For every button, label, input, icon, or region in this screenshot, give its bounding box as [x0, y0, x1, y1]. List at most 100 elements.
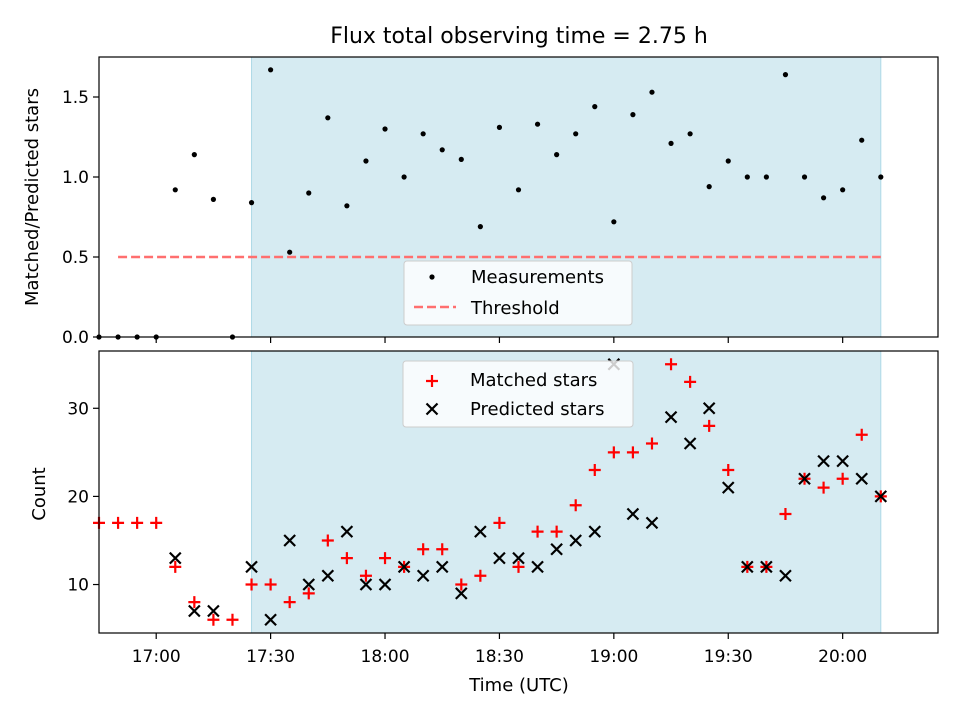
matched-star-marker — [588, 463, 601, 476]
measurement-point — [515, 187, 522, 193]
measurement-point — [191, 152, 197, 158]
matched-star-marker — [817, 481, 830, 494]
measurement-point — [248, 200, 255, 206]
x-axis-label: Time (UTC) — [468, 675, 569, 696]
measurement-point — [496, 124, 503, 130]
predicted-star-marker — [435, 560, 449, 574]
bottom-ytick-label: 10 — [67, 576, 89, 596]
bottom-ylabel: Count — [29, 467, 50, 520]
legend-matched-label: Matched stars — [470, 370, 597, 391]
predicted-star-marker — [188, 604, 201, 618]
predicted-star-marker — [664, 410, 678, 424]
matched-star-marker — [836, 472, 849, 485]
predicted-star-marker — [798, 472, 811, 486]
measurement-point — [477, 224, 483, 230]
measurement-point — [344, 203, 350, 209]
matched-star-marker — [188, 596, 201, 609]
predicted-star-marker — [321, 569, 335, 582]
top-ylabel: Matched/Predicted stars — [22, 88, 43, 306]
matched-star-marker — [550, 525, 563, 538]
bottom-legend: Matched stars Predicted stars — [402, 360, 634, 428]
matched-star-marker — [359, 569, 372, 582]
matched-star-marker — [722, 463, 735, 476]
top-ytick-label: 1.5 — [62, 88, 89, 108]
top-legend: Measurements Threshold — [403, 260, 633, 326]
predicted-star-marker — [245, 560, 258, 574]
matched-star-marker — [112, 516, 125, 529]
matched-star-marker — [607, 446, 620, 459]
measurement-point — [763, 174, 769, 180]
top-ytick-label: 0.5 — [62, 248, 89, 268]
matched-star-marker — [169, 560, 182, 573]
matched-star-marker — [417, 543, 430, 556]
predicted-star-marker — [569, 534, 582, 547]
legend-matched-marker — [426, 375, 438, 387]
predicted-star-marker — [741, 560, 754, 574]
predicted-star-marker — [378, 578, 392, 591]
top-ytick-label: 1.0 — [62, 168, 89, 188]
measurement-point — [573, 131, 579, 137]
bottom-ytick-label: 20 — [67, 487, 89, 507]
predicted-star-marker — [340, 525, 354, 538]
matched-star-marker — [245, 578, 258, 591]
top-axes-frame — [98, 56, 939, 338]
measurement-point — [611, 219, 617, 225]
bottom-ytick-label: 30 — [67, 399, 89, 419]
predicted-star-marker — [855, 472, 869, 486]
matched-star-marker — [569, 499, 582, 512]
matched-star-marker — [207, 613, 220, 626]
matched-star-marker — [474, 569, 487, 582]
measurement-point — [649, 89, 655, 95]
measurement-point — [725, 158, 731, 164]
matched-star-marker — [379, 552, 392, 565]
matched-star-marker — [645, 437, 658, 450]
matched-star-marker — [340, 552, 353, 565]
predicted-star-marker — [359, 578, 373, 591]
predicted-star-marker — [531, 560, 544, 574]
measurement-point — [820, 195, 827, 201]
measurement-point — [363, 158, 369, 164]
chart-title: Flux total observing time = 2.75 h — [330, 24, 708, 49]
predicted-star-marker — [474, 525, 487, 538]
predicted-star-marker — [493, 551, 506, 565]
predicted-star-marker — [302, 578, 316, 591]
matched-star-marker — [684, 375, 697, 388]
predicted-star-marker — [264, 613, 277, 627]
legend-predicted-label: Predicted stars — [470, 399, 604, 420]
predicted-star-marker — [416, 569, 430, 582]
measurement-point — [782, 72, 789, 78]
measurement-point — [420, 131, 426, 137]
bottom-legend-box — [402, 360, 634, 428]
measurement-point — [172, 187, 178, 193]
matched-star-marker — [436, 543, 449, 556]
measurement-point — [687, 131, 693, 137]
predicted-star-marker — [702, 402, 716, 415]
xtick-label: 17:00 — [132, 647, 181, 667]
measurement-point — [592, 104, 598, 110]
measurement-point — [401, 174, 407, 180]
measurement-point — [878, 174, 884, 180]
matched-star-marker — [283, 596, 296, 609]
predicted-star-marker — [207, 604, 220, 618]
measurement-point — [859, 137, 865, 143]
matched-star-marker — [321, 534, 334, 547]
predicted-star-marker — [397, 560, 411, 574]
legend-predicted-marker — [425, 402, 439, 416]
matched-star-marker — [779, 508, 792, 521]
matched-star-marker — [493, 516, 506, 529]
predicted-star-marker — [721, 481, 735, 494]
matched-star-marker — [626, 446, 639, 459]
xtick-label: 20:00 — [818, 647, 867, 667]
predicted-star-marker — [455, 587, 468, 600]
predicted-star-marker — [645, 516, 659, 530]
legend-threshold-label: Threshold — [470, 298, 560, 319]
top-legend-box — [403, 260, 633, 326]
measurement-point — [554, 152, 560, 158]
measurement-point — [744, 174, 750, 180]
matched-star-marker — [131, 516, 144, 529]
measurement-point — [306, 190, 312, 196]
predicted-star-marker — [626, 507, 640, 521]
legend-measurements-label: Measurements — [471, 267, 604, 288]
predicted-star-marker — [550, 543, 563, 556]
